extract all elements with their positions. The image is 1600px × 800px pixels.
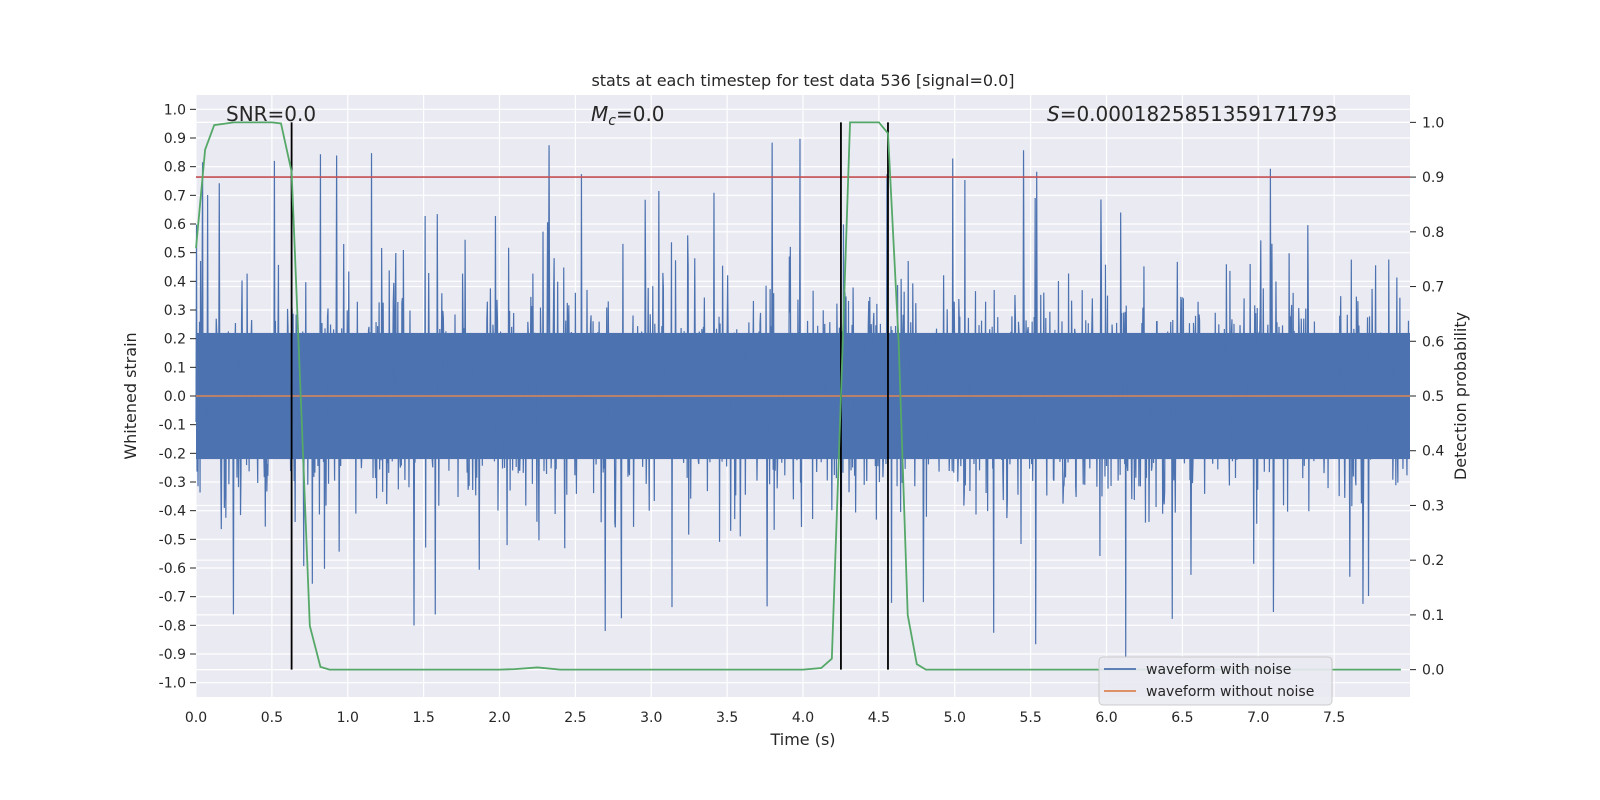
x-tick-label: 7.5 — [1323, 710, 1345, 726]
x-tick-label: 0.0 — [185, 710, 207, 726]
y-tick-label: -0.5 — [159, 532, 186, 548]
y-tick-label: -0.9 — [159, 647, 186, 663]
y2-tick-label: 0.7 — [1422, 280, 1444, 296]
x-tick-label: 1.0 — [337, 710, 359, 726]
x-tick-label: 4.5 — [868, 710, 890, 726]
y2-axis-label: Detection probability — [1451, 312, 1470, 480]
axis-ticks: 0.0 0.5 1.0 1.5 2.0 2.5 3.0 3.5 4.0 4.5 5.0 5.5 6.0 6… — [159, 102, 1445, 726]
mc-symbol: M — [591, 102, 608, 126]
x-tick-label: 5.5 — [1019, 710, 1041, 726]
legend-box — [1098, 656, 1333, 706]
snr-annotation: SNR=0.0 — [226, 102, 316, 126]
y2-tick-label: 0.2 — [1422, 553, 1444, 569]
y2-tick-label: 0.3 — [1422, 498, 1444, 514]
mc-subscript: c — [608, 113, 616, 129]
y-tick-label: -0.4 — [159, 504, 186, 520]
legend-label-clean: waveform without noise — [1146, 684, 1314, 700]
y2-tick-label: 0.1 — [1422, 608, 1444, 624]
x-tick-label: 1.5 — [412, 710, 434, 726]
y-tick-label: -0.3 — [159, 475, 186, 491]
x-tick-label: 6.0 — [1095, 710, 1117, 726]
y2-tick-label: 0.0 — [1422, 663, 1444, 679]
detection-probability-line — [195, 121, 1401, 671]
x-tick-label: 2.5 — [564, 710, 586, 726]
mc-annotation: Mc=0.0 — [591, 102, 665, 129]
x-tick-label: 3.5 — [716, 710, 738, 726]
y-tick-label: -0.7 — [159, 590, 186, 606]
chart-title: stats at each timestep for test data 536… — [591, 71, 1014, 90]
s-value: =0.0001825851359171793 — [1060, 102, 1338, 126]
y-tick-label: -0.6 — [159, 561, 186, 577]
y2-tick-label: 1.0 — [1422, 115, 1444, 131]
y-tick-label: 0.1 — [164, 360, 186, 376]
y-tick-label: 0.2 — [164, 332, 186, 348]
x-tick-label: 7.0 — [1247, 710, 1269, 726]
y-tick-label: 0.7 — [164, 188, 186, 204]
lines-layer — [195, 121, 1410, 671]
y-tick-label: 1.0 — [164, 102, 186, 118]
y-tick-label: -1.0 — [159, 676, 186, 692]
y-tick-label: 0.3 — [164, 303, 186, 319]
legend: waveform with noise waveform without noi… — [1098, 656, 1333, 706]
y-tick-label: 0.8 — [164, 160, 186, 176]
x-tick-label: 3.0 — [640, 710, 662, 726]
y-tick-label: 0.5 — [164, 246, 186, 262]
y-tick-label: -0.8 — [159, 618, 186, 634]
y-tick-label: -0.1 — [159, 418, 186, 434]
noise-waveform-line — [195, 138, 1411, 658]
y2-tick-label: 0.8 — [1422, 225, 1444, 241]
x-tick-label: 2.0 — [488, 710, 510, 726]
y2-tick-label: 0.9 — [1422, 170, 1444, 186]
x-axis-label: Time (s) — [769, 730, 835, 749]
x-tick-label: 6.5 — [1171, 710, 1193, 726]
x-tick-label: 5.0 — [944, 710, 966, 726]
y-tick-label: 0.6 — [164, 217, 186, 233]
mc-value: =0.0 — [616, 102, 665, 126]
x-tick-label: 0.5 — [261, 710, 283, 726]
y-tick-label: 0.4 — [164, 274, 186, 290]
y2-tick-label: 0.4 — [1422, 444, 1444, 460]
y2-tick-label: 0.5 — [1422, 389, 1444, 405]
y-axis-label: Whitened strain — [121, 332, 140, 459]
s-symbol: S — [1047, 102, 1060, 126]
y-tick-label: 0.0 — [164, 389, 186, 405]
y2-tick-label: 0.6 — [1422, 334, 1444, 350]
x-tick-label: 4.0 — [792, 710, 814, 726]
s-annotation: S=0.0001825851359171793 — [1047, 102, 1337, 126]
legend-label-noise: waveform with noise — [1146, 662, 1291, 678]
y-tick-label: -0.2 — [159, 446, 186, 462]
y-tick-label: 0.9 — [164, 131, 186, 147]
